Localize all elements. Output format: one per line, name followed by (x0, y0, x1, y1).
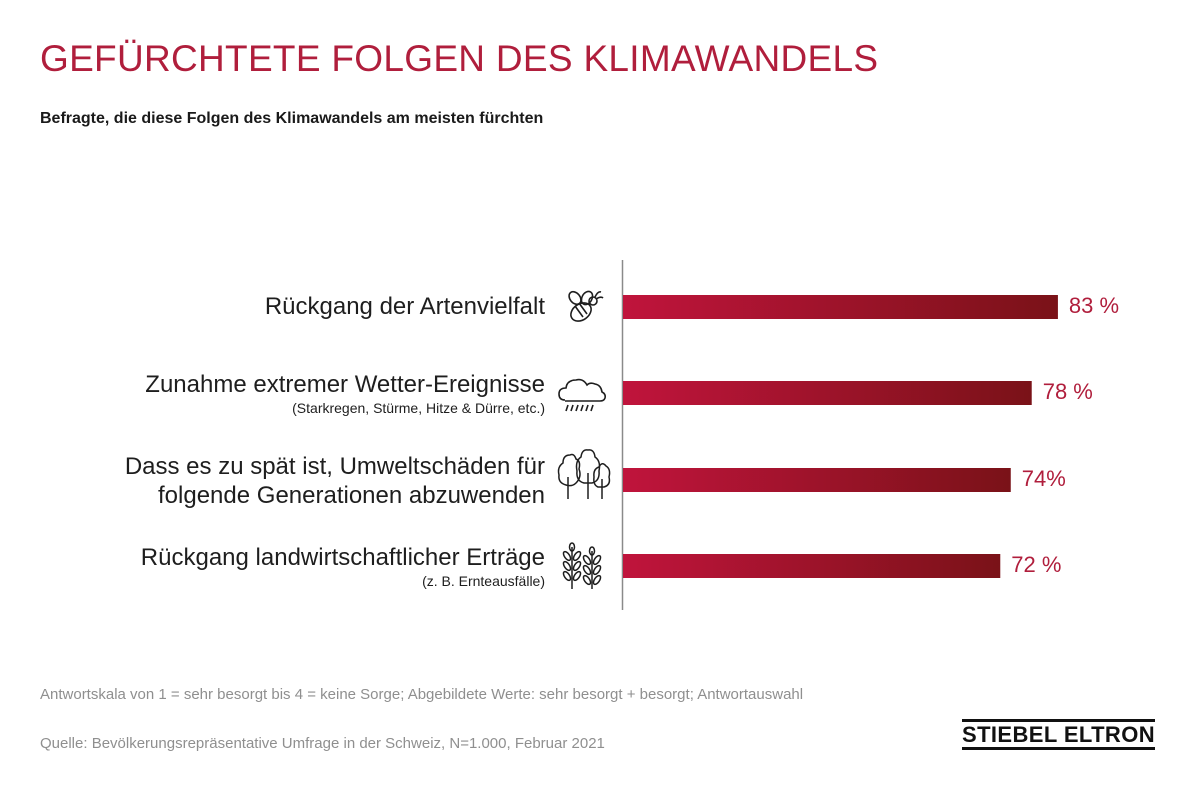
category-note-4: (z. B. Ernteausfälle) (422, 573, 545, 589)
chart-title: GEFÜRCHTETE FOLGEN DES KLIMAWANDELS (40, 38, 879, 79)
brand-logo: STIEBEL ELTRON (962, 719, 1156, 750)
value-label-4: 72 % (1011, 552, 1062, 577)
wheat-icon (562, 542, 602, 589)
bar-1 (623, 295, 1058, 319)
category-label-3-line-1: Dass es zu spät ist, Umweltschäden für (124, 453, 545, 480)
bar-2 (623, 381, 1032, 405)
value-label-3: 74% (1021, 466, 1066, 491)
bar-3 (623, 468, 1011, 492)
category-label-4: Rückgang landwirtschaftlicher Erträge (140, 544, 545, 571)
footnote-source: Quelle: Bevölkerungsrepräsentative Umfra… (40, 735, 605, 752)
rain-cloud-icon (558, 378, 606, 412)
category-note-2: (Starkregen, Stürme, Hitze & Dürre, etc.… (292, 400, 545, 416)
chart-subtitle: Befragte, die diese Folgen des Klimawand… (40, 110, 544, 127)
category-label-2: Zunahme extremer Wetter-Ereignisse (145, 371, 545, 398)
trees-icon (557, 449, 611, 499)
category-label-3-line-2: folgende Generationen abzuwenden (158, 482, 545, 509)
footnote-scale: Antwortskala von 1 = sehr besorgt bis 4 … (40, 686, 804, 703)
bar-4 (623, 554, 1001, 578)
bee-icon (568, 290, 604, 322)
category-label-1: Rückgang der Artenvielfalt (264, 293, 545, 320)
value-label-1: 83 % (1068, 293, 1120, 318)
value-label-2: 78 % (1042, 379, 1093, 404)
